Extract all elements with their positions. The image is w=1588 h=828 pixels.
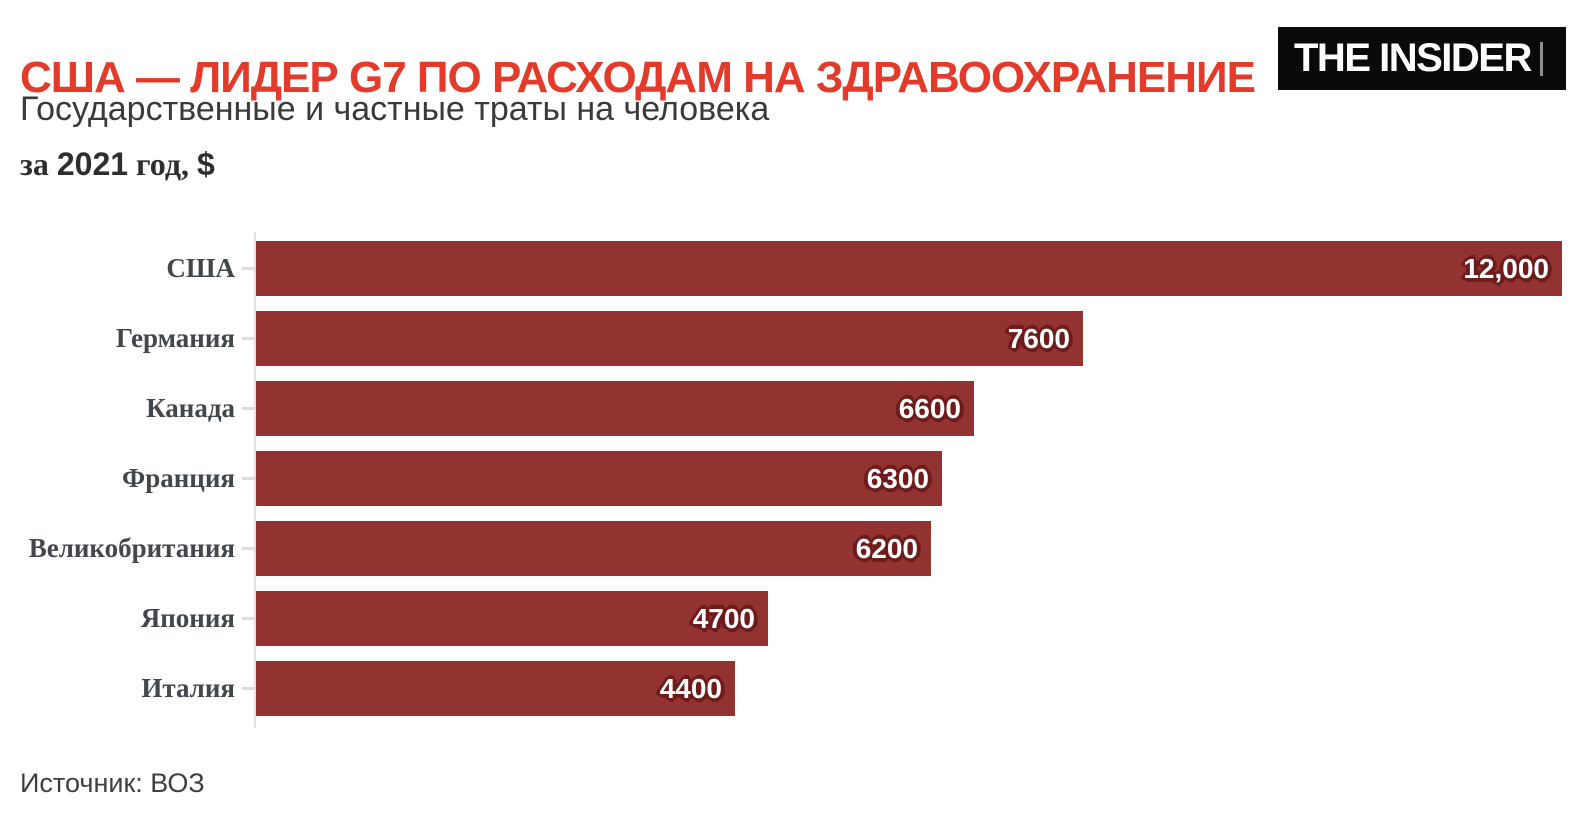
period-label: за 2021 год, $ [20,146,215,183]
category-label: Франция [122,463,235,493]
y-axis-line [254,232,256,728]
bar-Италия: 4400 [256,661,735,716]
the-insider-logo: THE INSIDER [1278,27,1566,90]
period-part: за [20,146,57,182]
axis-tick [235,241,256,296]
axis-tick-line [242,267,256,270]
category-label: Канада [146,393,235,423]
axis-tick-line [242,337,256,340]
axis-tick-line [242,547,256,550]
axis-tick-line [242,687,256,690]
bar-row: Германия 7600 [0,311,1588,366]
bar-value-label: 6300 [866,462,929,494]
axis-tick-line [242,477,256,480]
category-label: Япония [140,603,235,633]
bar-Франция: 6300 [256,451,942,506]
bar-row: Великобритания 6200 [0,521,1588,576]
bar-Великобритания: 6200 [256,521,931,576]
axis-tick [235,381,256,436]
category-label: Германия [115,323,235,353]
bar-value-label: 6200 [855,532,918,564]
category-label: Великобритания [28,533,235,563]
logo-cursor-bar [1539,41,1543,76]
period-part: $ [197,146,215,182]
bar-chart: США 12,000 Германия 7600 Канада 6600 Франция 63… [0,232,1588,731]
axis-tick [235,591,256,646]
bar-value-label: 7600 [1007,322,1070,354]
bar-row: Япония 4700 [0,591,1588,646]
category-label: Италия [141,673,235,703]
bar-row: Канада 6600 [0,381,1588,436]
bar-row: США 12,000 [0,241,1588,296]
period-part: 2021 [56,146,129,182]
bar-Германия: 7600 [256,311,1083,366]
bar-value-label: 4700 [692,602,755,634]
bar-Япония: 4700 [256,591,768,646]
bar-США: 12,000 [256,241,1562,296]
bar-value-label: 6600 [898,392,961,424]
axis-tick [235,311,256,366]
axis-tick-line [242,617,256,620]
axis-tick [235,451,256,506]
bar-rows: США 12,000 Германия 7600 Канада 6600 Франция 63… [0,241,1588,716]
source-label: Источник: ВОЗ [20,768,205,798]
axis-tick [235,661,256,716]
period-part: год, [128,146,198,182]
axis-tick [235,521,256,576]
bar-value-label: 12,000 [1463,252,1549,284]
bar-row: Италия 4400 [0,661,1588,716]
chart-title: США — ЛИДЕР G7 ПО РАСХОДАМ НА ЗДРАВООХРА… [20,53,1256,103]
bar-row: Франция 6300 [0,451,1588,506]
chart-subtitle: Государственные и частные траты на челов… [20,90,770,128]
bar-value-label: 4400 [659,672,722,704]
axis-tick-line [242,407,256,410]
category-label: США [166,253,235,283]
logo-text: THE INSIDER [1294,36,1532,80]
bar-Канада: 6600 [256,381,974,436]
